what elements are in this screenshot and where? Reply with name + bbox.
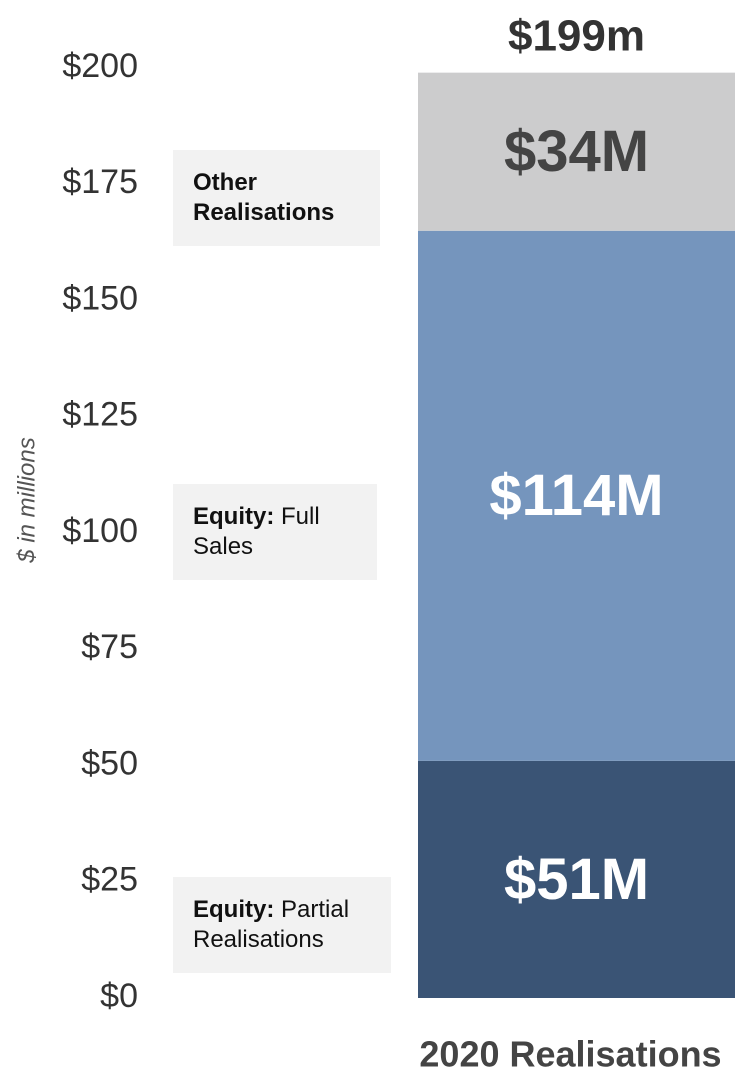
y-tick-label: $50 [81,744,138,782]
bar-segment [418,230,735,761]
y-tick-label: $175 [62,163,138,201]
y-tick-label: $150 [62,279,138,317]
bar-segment [418,760,735,998]
y-tick-label: $100 [62,512,138,550]
y-tick-label: $75 [81,628,138,666]
legend-entry: Equity: Partial Realisations [173,877,391,973]
y-tick-label: $200 [62,47,138,85]
y-axis-label: $ in millions [13,437,40,563]
y-tick-label: $0 [100,977,138,1015]
legend-entry: Equity: Full Sales [173,484,377,580]
value-label: $34M [504,119,649,184]
x-tick-label: 2020 Realisations [419,1034,721,1075]
value-label: $51M [504,847,649,912]
y-tick-label: $25 [81,861,138,899]
legend-entry: Other Realisations [173,150,380,246]
value-label: $114M [489,463,663,528]
bar-segment [418,72,735,231]
y-tick-label: $125 [62,396,138,434]
total-label: $199m [508,11,645,60]
